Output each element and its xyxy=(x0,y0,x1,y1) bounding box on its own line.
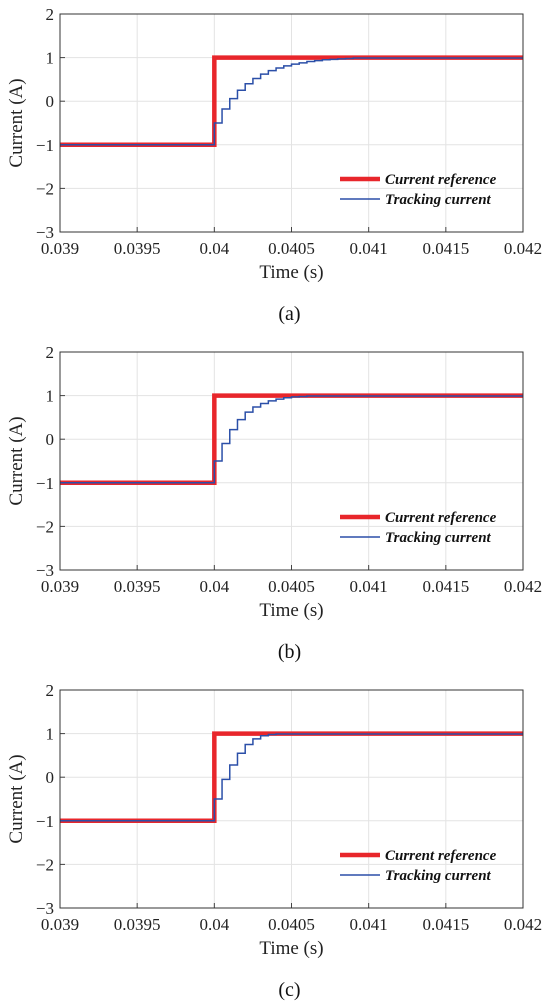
y-tick-label: 1 xyxy=(46,49,55,68)
y-tick-label: −3 xyxy=(36,561,54,580)
legend: Current reference Tracking current xyxy=(340,848,497,884)
y-tick-label: −1 xyxy=(36,474,54,493)
x-tick-label: 0.042 xyxy=(504,577,542,596)
x-tick-label: 0.039 xyxy=(41,577,79,596)
series-line-tracking-current xyxy=(60,733,523,822)
y-tick-label: 2 xyxy=(46,681,55,700)
legend-label-tracking-current: Tracking current xyxy=(385,868,492,884)
x-axis-title: Time (s) xyxy=(259,938,323,959)
y-tick-label: 2 xyxy=(46,5,55,24)
x-tick-label: 0.0405 xyxy=(268,239,315,258)
x-axis-title: Time (s) xyxy=(259,262,323,283)
y-tick-label: 2 xyxy=(46,343,55,362)
y-tick-label: 0 xyxy=(46,92,55,111)
x-tick-label: 0.04 xyxy=(199,577,229,596)
y-tick-label: −3 xyxy=(36,223,54,242)
axes-frame xyxy=(59,689,524,909)
axes-frame xyxy=(59,351,524,571)
y-tick-label: 0 xyxy=(46,430,55,449)
figure-caption: (a) xyxy=(278,303,300,325)
legend-label-current-reference: Current reference xyxy=(385,848,497,864)
series-line-tracking-current xyxy=(60,395,523,484)
x-axis-title: Time (s) xyxy=(259,600,323,621)
x-tick-label: 0.0395 xyxy=(114,915,161,934)
series-line-tracking-current xyxy=(60,57,523,146)
y-tick-label: −1 xyxy=(36,136,54,155)
x-tick-label: 0.04 xyxy=(199,915,229,934)
y-tick-label: 1 xyxy=(46,725,55,744)
x-tick-label: 0.042 xyxy=(504,239,542,258)
y-tick-label: −1 xyxy=(36,812,54,831)
chart-panel-a: 0.039 0.0395 0.04 0.0405 0.041 0.0415 0.042 2 1 0… xyxy=(0,0,550,330)
y-tick-label: 0 xyxy=(46,768,55,787)
y-axis-title: Current (A) xyxy=(6,416,27,505)
y-axis-title: Current (A) xyxy=(6,78,27,167)
chart-svg-c: 0.039 0.0395 0.04 0.0405 0.041 0.0415 0.042 2 1 0… xyxy=(6,681,542,1001)
chart-panel-b: 0.039 0.0395 0.04 0.0405 0.041 0.0415 0.042 2 1 0… xyxy=(0,338,550,668)
chart-panel-c: 0.039 0.0395 0.04 0.0405 0.041 0.0415 0.042 2 1 0… xyxy=(0,676,550,1006)
x-tick-label: 0.039 xyxy=(41,915,79,934)
chart-svg-a: 0.039 0.0395 0.04 0.0405 0.041 0.0415 0.042 2 1 0… xyxy=(6,5,542,325)
x-tick-label: 0.04 xyxy=(199,239,229,258)
x-tick-label: 0.0415 xyxy=(422,915,469,934)
y-tick-label: −2 xyxy=(36,855,54,874)
legend-label-current-reference: Current reference xyxy=(385,510,497,526)
x-tick-label: 0.042 xyxy=(504,915,542,934)
x-tick-label: 0.041 xyxy=(350,239,388,258)
y-axis-title: Current (A) xyxy=(6,754,27,843)
x-tick-label: 0.0405 xyxy=(268,577,315,596)
y-tick-label: 1 xyxy=(46,387,55,406)
y-tick-label: −3 xyxy=(36,899,54,918)
figure-caption: (c) xyxy=(278,979,300,1001)
legend-label-current-reference: Current reference xyxy=(385,172,497,188)
chart-svg-b: 0.039 0.0395 0.04 0.0405 0.041 0.0415 0.042 2 1 0… xyxy=(6,343,542,663)
x-tick-label: 0.0415 xyxy=(422,577,469,596)
x-tick-label: 0.041 xyxy=(350,915,388,934)
legend: Current reference Tracking current xyxy=(340,172,497,208)
legend: Current reference Tracking current xyxy=(340,510,497,546)
x-tick-label: 0.041 xyxy=(350,577,388,596)
legend-label-tracking-current: Tracking current xyxy=(385,530,492,546)
y-tick-label: −2 xyxy=(36,179,54,198)
axes-frame xyxy=(59,13,524,233)
x-tick-label: 0.0395 xyxy=(114,239,161,258)
x-tick-label: 0.039 xyxy=(41,239,79,258)
figure-caption: (b) xyxy=(278,641,301,663)
x-tick-label: 0.0405 xyxy=(268,915,315,934)
legend-label-tracking-current: Tracking current xyxy=(385,192,492,208)
x-tick-label: 0.0415 xyxy=(422,239,469,258)
x-tick-label: 0.0395 xyxy=(114,577,161,596)
y-tick-label: −2 xyxy=(36,517,54,536)
